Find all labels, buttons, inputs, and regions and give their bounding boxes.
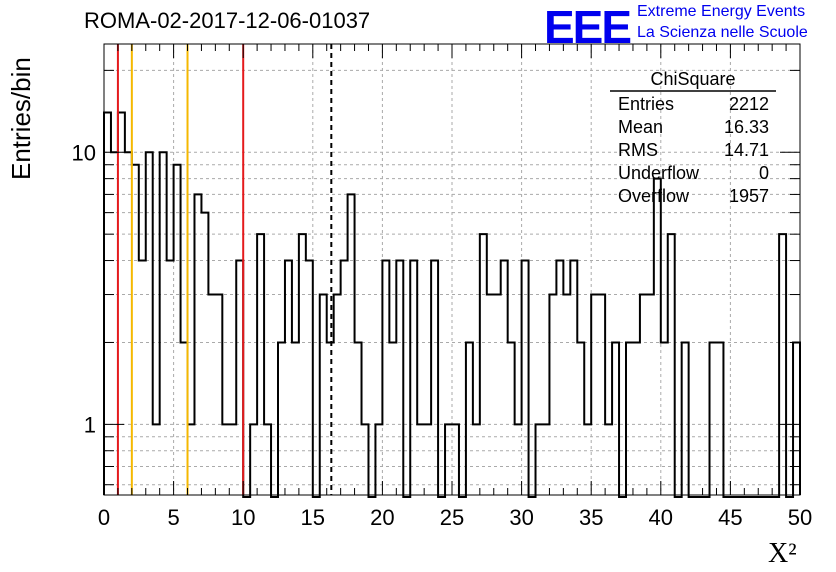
histogram-bin — [341, 261, 348, 495]
histogram-bin — [355, 342, 362, 495]
x-axis-label: X² — [768, 538, 797, 569]
histogram-bin — [389, 342, 396, 495]
x-tick-label: 35 — [579, 505, 603, 530]
histogram-bin — [466, 342, 473, 495]
histogram-bin — [556, 261, 563, 495]
brand-line-2: La Scienza nelle Scuole — [637, 24, 808, 41]
histogram-bin — [501, 261, 508, 495]
histogram-bin — [626, 342, 633, 495]
x-tick-label: 50 — [788, 505, 812, 530]
x-tick-label: 5 — [167, 505, 179, 530]
stats-title: ChiSquare — [650, 69, 735, 89]
stats-key: Entries — [618, 94, 674, 114]
stats-key: RMS — [618, 140, 658, 160]
x-tick-label: 10 — [231, 505, 255, 530]
histogram-bin — [104, 113, 111, 495]
histogram-bin — [181, 342, 188, 495]
stats-value: 2212 — [729, 94, 769, 114]
histogram-bin — [410, 261, 417, 495]
histogram-bin — [487, 295, 494, 495]
histogram-bin — [306, 261, 313, 495]
histogram-bin — [348, 194, 355, 495]
histogram-bin — [716, 342, 723, 495]
histogram-bin — [327, 342, 334, 495]
x-tick-label: 25 — [440, 505, 464, 530]
histogram-bin — [292, 342, 299, 495]
stats-key: Mean — [618, 117, 663, 137]
histogram-bin — [160, 152, 167, 495]
histogram-bin — [431, 261, 438, 495]
histogram-bin — [139, 261, 146, 495]
x-tick-label: 40 — [649, 505, 673, 530]
histogram-bin — [125, 152, 132, 495]
histogram-bin — [598, 295, 605, 495]
histogram-bin — [236, 261, 243, 495]
histogram-bin — [480, 234, 487, 495]
brand-line-1: Extreme Energy Events — [637, 3, 806, 20]
histogram-bin — [201, 213, 208, 495]
histogram-bin — [146, 152, 153, 495]
stats-key: Underflow — [618, 163, 700, 183]
stats-value: 16.33 — [724, 117, 769, 137]
histogram-bin — [668, 234, 675, 495]
histogram-bin — [549, 295, 556, 495]
histogram-bin — [522, 261, 529, 495]
histogram-bin — [577, 342, 584, 495]
histogram-bin — [612, 342, 619, 495]
histogram-bin — [167, 261, 174, 495]
histogram-bin — [710, 342, 717, 495]
x-tick-label: 30 — [509, 505, 533, 530]
x-tick-label: 15 — [301, 505, 325, 530]
histogram-bin — [334, 295, 341, 495]
histogram-bin — [132, 165, 139, 495]
histogram-bin — [285, 261, 292, 495]
histogram-bin — [647, 295, 654, 495]
chart-title: ROMA-02-2017-12-06-01037 — [84, 8, 371, 33]
histogram-bin — [118, 113, 125, 495]
histogram-bin — [793, 342, 800, 495]
histogram-bin — [494, 295, 501, 495]
histogram-bin — [396, 261, 403, 495]
histogram-bin — [194, 194, 201, 495]
histogram-bin — [570, 261, 577, 495]
stats-value: 1957 — [729, 186, 769, 206]
histogram-bin — [174, 165, 181, 495]
histogram-bin — [640, 295, 647, 495]
x-tick-label: 20 — [370, 505, 394, 530]
histogram-bin — [508, 342, 515, 495]
x-tick-label: 0 — [98, 505, 110, 530]
histogram-bin — [257, 234, 264, 495]
stats-value: 14.71 — [724, 140, 769, 160]
histogram-bin — [215, 295, 222, 495]
x-tick-label: 45 — [718, 505, 742, 530]
histogram-bin — [654, 179, 661, 495]
histogram-bin — [278, 342, 285, 495]
stats-key: Overflow — [618, 186, 690, 206]
histogram-bin — [208, 295, 215, 495]
histogram-bin — [633, 342, 640, 495]
y-tick-label: 1 — [84, 412, 96, 437]
histogram-series — [103, 111, 801, 498]
histogram-bin — [779, 234, 786, 495]
histogram-bin — [111, 152, 118, 495]
histogram-bin — [299, 234, 306, 495]
histogram-bin — [591, 295, 598, 495]
histogram-bin — [682, 342, 689, 495]
histogram-bin — [382, 261, 389, 495]
y-tick-label: 10 — [72, 140, 96, 165]
histogram-bin — [661, 342, 668, 495]
histogram-bin — [320, 295, 327, 495]
histogram-bin — [563, 295, 570, 495]
stats-value: 0 — [759, 163, 769, 183]
